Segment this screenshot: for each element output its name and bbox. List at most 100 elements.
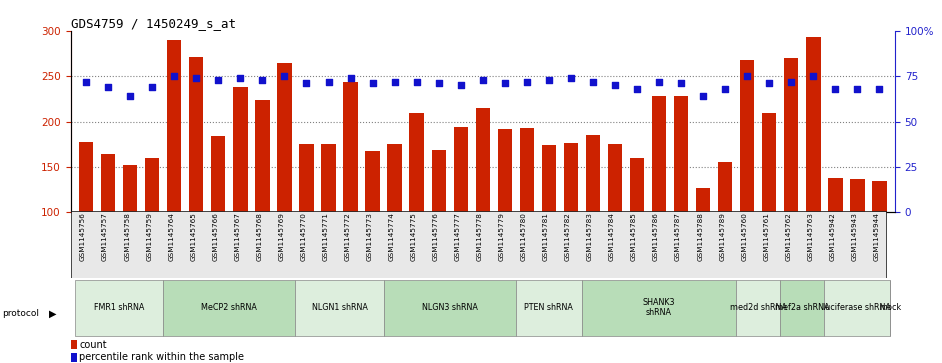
Point xyxy=(695,93,710,99)
Text: GSM1145763: GSM1145763 xyxy=(807,213,813,261)
Point xyxy=(101,84,116,90)
Point xyxy=(233,75,248,81)
Bar xyxy=(277,62,292,212)
Point xyxy=(167,73,182,79)
Text: GSM1145944: GSM1145944 xyxy=(873,213,880,261)
Text: GSM1145769: GSM1145769 xyxy=(279,213,284,261)
Point xyxy=(718,86,733,92)
Bar xyxy=(145,158,159,212)
Text: GSM1145768: GSM1145768 xyxy=(256,213,263,261)
Text: NLGN3 shRNA: NLGN3 shRNA xyxy=(422,303,478,312)
Point xyxy=(277,73,292,79)
Text: GSM1145766: GSM1145766 xyxy=(212,213,219,261)
Point xyxy=(629,86,644,92)
Text: GSM1145788: GSM1145788 xyxy=(697,213,703,261)
Text: GSM1145771: GSM1145771 xyxy=(322,213,329,261)
Text: GSM1145757: GSM1145757 xyxy=(102,213,108,261)
Bar xyxy=(344,82,358,212)
Bar xyxy=(410,113,424,212)
Point xyxy=(299,81,314,86)
Text: GSM1145759: GSM1145759 xyxy=(146,213,153,261)
Bar xyxy=(211,136,225,212)
Text: GSM1145785: GSM1145785 xyxy=(631,213,637,261)
Bar xyxy=(851,179,865,212)
Bar xyxy=(431,150,446,212)
Point xyxy=(78,79,93,85)
Text: GSM1145762: GSM1145762 xyxy=(786,213,791,261)
Text: protocol: protocol xyxy=(2,310,39,318)
Text: GSM1145761: GSM1145761 xyxy=(763,213,770,261)
Bar xyxy=(542,145,556,212)
Bar xyxy=(163,280,296,336)
Point xyxy=(431,81,447,86)
Bar xyxy=(255,100,269,212)
Bar xyxy=(476,108,490,212)
Point xyxy=(409,79,424,85)
Bar xyxy=(696,188,710,212)
Point xyxy=(365,81,381,86)
Text: GSM1145760: GSM1145760 xyxy=(741,213,747,261)
Bar xyxy=(123,165,138,212)
Point xyxy=(762,81,777,86)
Point xyxy=(828,86,843,92)
Bar xyxy=(321,144,335,212)
Point xyxy=(387,79,402,85)
Bar xyxy=(762,113,776,212)
Text: GSM1145943: GSM1145943 xyxy=(852,213,857,261)
Text: GSM1145789: GSM1145789 xyxy=(719,213,725,261)
Bar xyxy=(296,280,383,336)
Point xyxy=(453,82,468,88)
Point xyxy=(872,86,887,92)
Text: GSM1145781: GSM1145781 xyxy=(543,213,549,261)
Bar xyxy=(740,60,755,212)
Bar xyxy=(516,280,582,336)
Text: GSM1145787: GSM1145787 xyxy=(675,213,681,261)
Bar xyxy=(79,142,93,212)
Text: GSM1145778: GSM1145778 xyxy=(477,213,482,261)
Bar xyxy=(520,128,534,212)
Text: GSM1145786: GSM1145786 xyxy=(653,213,659,261)
Bar xyxy=(454,127,468,212)
Text: GSM1145782: GSM1145782 xyxy=(565,213,571,261)
Text: GSM1145756: GSM1145756 xyxy=(80,213,86,261)
Point xyxy=(850,86,865,92)
Bar xyxy=(824,280,890,336)
Point xyxy=(608,82,623,88)
Text: GSM1145780: GSM1145780 xyxy=(521,213,527,261)
Bar xyxy=(630,158,644,212)
Text: count: count xyxy=(79,340,106,350)
Bar xyxy=(828,178,842,212)
Bar xyxy=(674,96,689,212)
Point xyxy=(211,77,226,83)
Point xyxy=(585,79,600,85)
Bar xyxy=(300,144,314,212)
Point xyxy=(255,77,270,83)
Text: mock: mock xyxy=(880,303,901,312)
Point xyxy=(784,79,799,85)
Text: GSM1145764: GSM1145764 xyxy=(169,213,174,261)
Bar xyxy=(75,280,163,336)
Text: PTEN shRNA: PTEN shRNA xyxy=(525,303,574,312)
Point xyxy=(497,81,512,86)
Bar xyxy=(784,58,799,212)
Bar xyxy=(563,143,578,212)
Bar xyxy=(718,163,732,212)
Bar xyxy=(780,280,824,336)
Bar xyxy=(608,144,622,212)
Point xyxy=(321,79,336,85)
Bar xyxy=(71,340,76,349)
Point xyxy=(343,75,358,81)
Point xyxy=(563,75,578,81)
Text: GSM1145784: GSM1145784 xyxy=(609,213,615,261)
Text: GSM1145758: GSM1145758 xyxy=(124,213,130,261)
Text: GSM1145776: GSM1145776 xyxy=(432,213,439,261)
Text: GSM1145777: GSM1145777 xyxy=(455,213,461,261)
Bar xyxy=(167,40,182,212)
Point xyxy=(542,77,557,83)
Point xyxy=(188,75,203,81)
Bar xyxy=(872,180,886,212)
Text: GSM1145779: GSM1145779 xyxy=(499,213,505,261)
Text: GSM1145773: GSM1145773 xyxy=(366,213,373,261)
Point xyxy=(122,93,138,99)
Bar xyxy=(806,37,820,212)
